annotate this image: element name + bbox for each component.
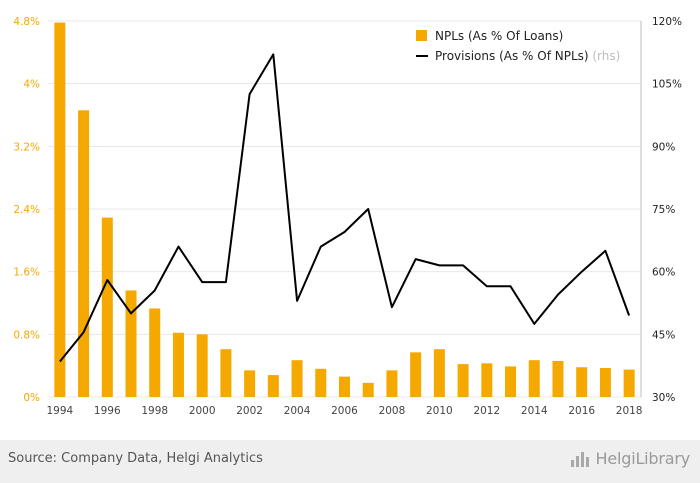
right-axis-tick-label: 105% [652,79,682,91]
right-axis-tick-label: 75% [652,204,675,216]
left-axis-tick-label: 3.2% [13,141,40,153]
left-axis-tick-label: 4.8% [13,16,40,28]
x-axis-tick-label: 2002 [236,405,263,417]
left-axis-tick-label: 0% [23,392,40,404]
npl-bar [623,369,635,397]
logo-text: HelgiLibrary [595,448,691,468]
npl-bar [101,217,113,397]
npl-bar [267,375,279,397]
x-axis-tick-label: 2018 [616,405,643,417]
legend-provisions-label: Provisions (As % Of NPLs) (rhs) [435,49,620,63]
right-axis-tick-label: 60% [652,267,675,279]
x-axis-tick-label: 1998 [141,405,168,417]
npl-bar [339,376,350,397]
x-axis-tick-label: 2000 [189,405,216,417]
npl-bar [505,366,517,397]
source-note: Source: Company Data, Helgi Analytics [8,451,263,466]
chart-canvas: 0% 0.8% 1.6% 2.4% 3.2% 4% 4.8% 30% 45% 60% 75% 90% 1… [13,16,682,417]
npl-bar [599,368,611,397]
legend-bar-swatch [416,30,427,41]
npl-bar [196,334,208,397]
x-axis-tick-label: 2014 [521,405,548,417]
left-axis-tick-label: 1.6% [13,267,40,279]
helgi-library-logo[interactable]: HelgiLibrary [570,448,690,468]
x-axis-tick-label: 1996 [94,405,121,417]
npl-bar [576,367,588,397]
npl-bar [125,290,137,397]
npl-bar [528,360,540,397]
footer: Source: Company Data, Helgi Analytics He… [0,440,700,483]
npl-bar [54,22,66,398]
x-axis-tick-label: 2010 [426,405,453,417]
npl-bar [552,360,564,397]
x-axis-tick-label: 2016 [568,405,595,417]
left-axis-tick-label: 2.4% [13,204,40,216]
npl-bar [433,349,445,397]
npl-bar [244,370,256,397]
right-axis-tick-label: 120% [652,16,682,28]
npl-bar [457,364,469,397]
provisions-line [59,53,631,363]
x-axis-tick-label: 2012 [473,405,500,417]
npl-bar [149,308,161,397]
x-axis-tick-label: 1994 [46,405,73,417]
right-axis-tick-label: 30% [652,392,675,404]
x-axis-tick-label: 2004 [284,405,311,417]
bar-chart-logo-icon [570,452,589,467]
left-axis-tick-label: 4% [23,79,40,91]
npl-bar [362,382,374,397]
npl-bar [315,368,327,397]
npl-bar [172,332,184,397]
npl-bar [410,352,422,397]
npl-bar [386,370,398,397]
x-axis-tick-label: 2008 [379,405,406,417]
right-axis-tick-label: 45% [652,329,675,341]
left-axis-tick-label: 0.8% [13,329,40,341]
npl-bar [291,360,303,397]
npl-bar [78,110,90,398]
legend-npl-label: NPLs (As % Of Loans) [435,29,563,43]
right-axis-tick-label: 90% [652,141,675,153]
legend-rhs-suffix: (rhs) [589,49,621,63]
x-axis-tick-label: 2006 [331,405,358,417]
npl-bar [481,363,493,397]
npl-bar [220,349,232,397]
